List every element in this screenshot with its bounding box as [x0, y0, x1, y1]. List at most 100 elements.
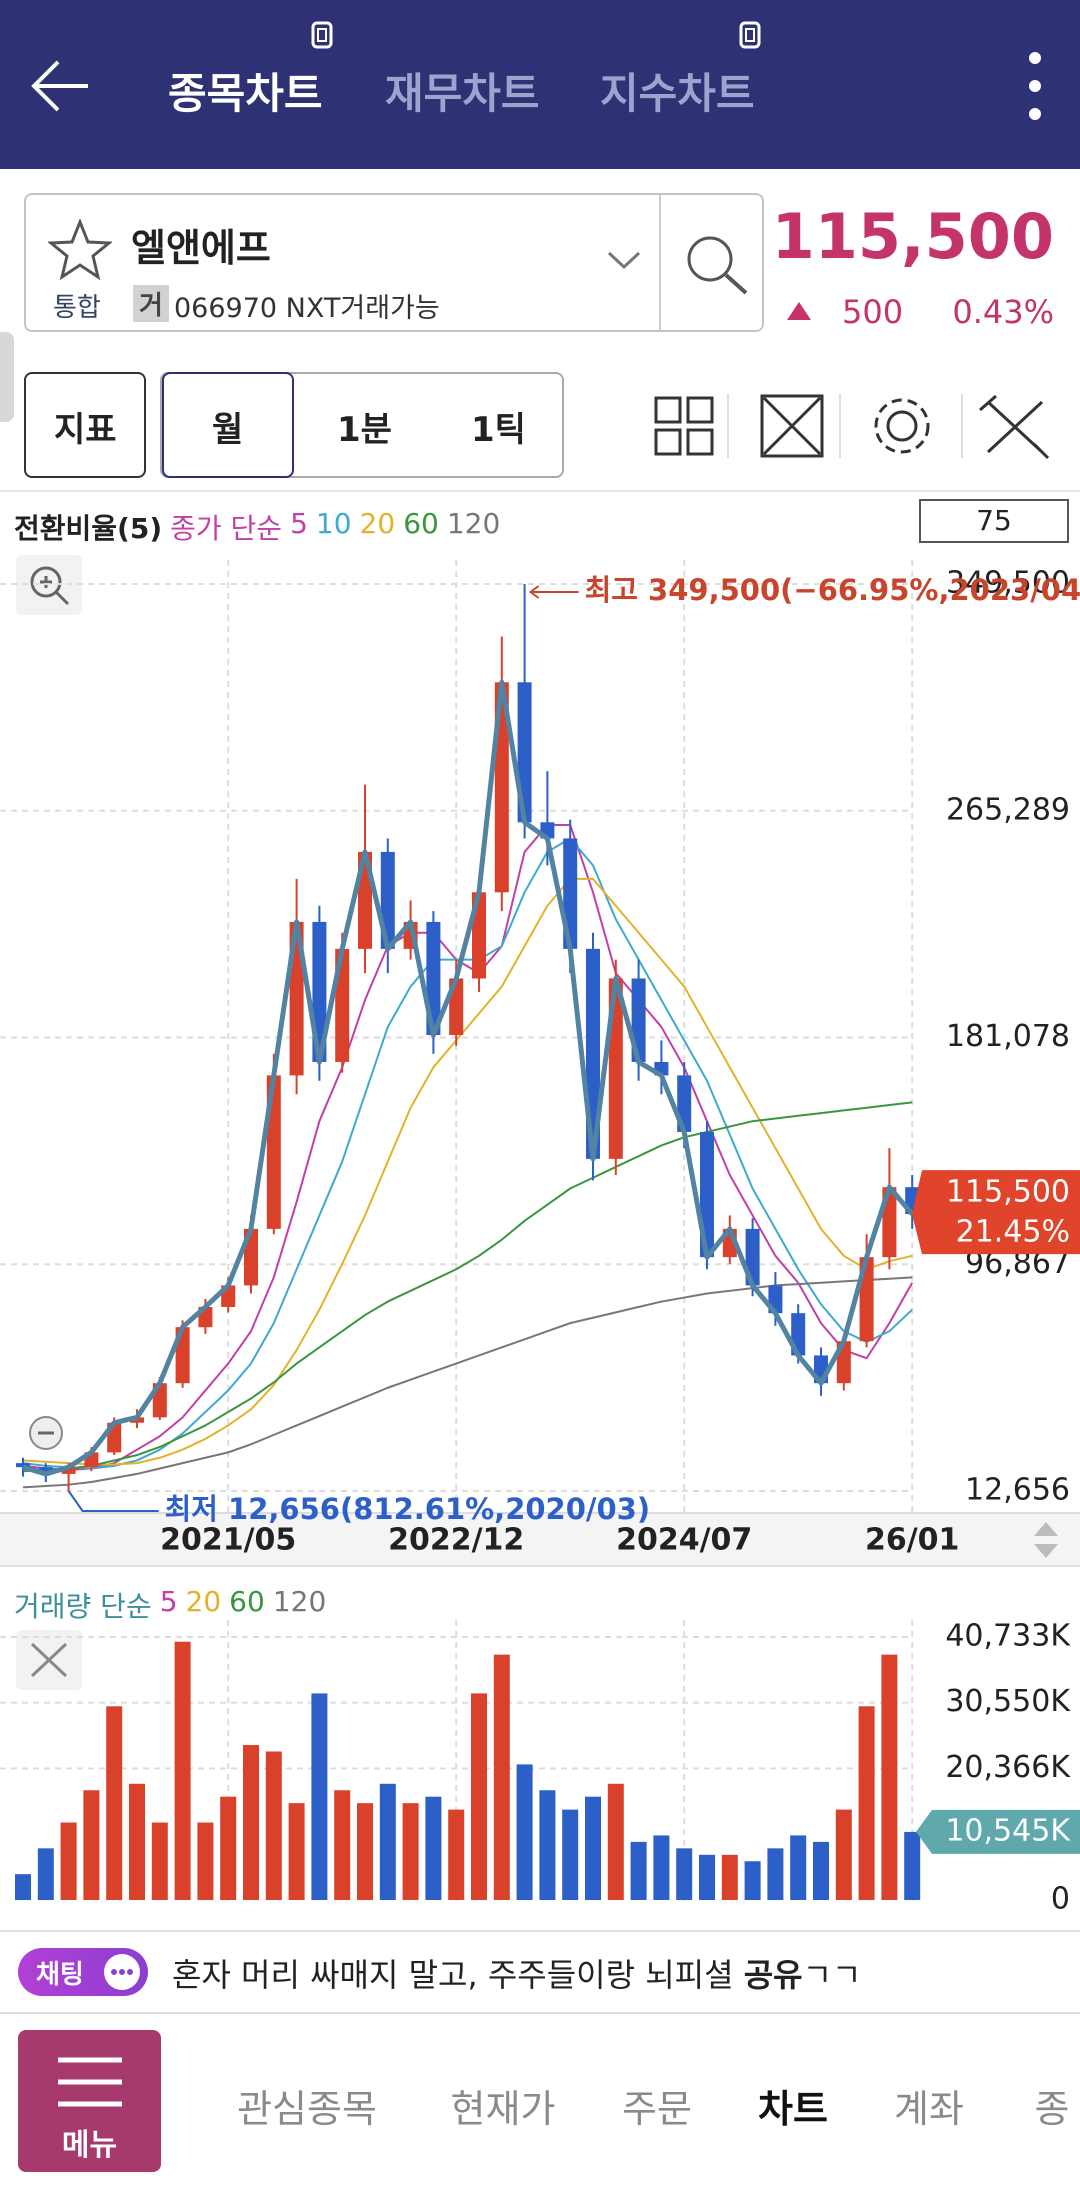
- chat-text-bold: 공유: [743, 1956, 803, 1994]
- nav-item[interactable]: 현재가: [450, 2087, 556, 2131]
- volume-bar: [243, 1745, 259, 1900]
- tab[interactable]: 재무차트: [385, 69, 540, 118]
- volume-bar: [858, 1706, 875, 1900]
- favorite-star[interactable]: [48, 219, 112, 281]
- tab[interactable]: 종목차트: [168, 69, 323, 118]
- nav-item[interactable]: 차트: [758, 2087, 828, 2131]
- x-tick-label: 2022/12: [388, 1523, 524, 1558]
- volume-bar: [630, 1841, 647, 1900]
- nav-item[interactable]: 주문: [622, 2087, 692, 2131]
- stock-code: 066970 NXT거래가능: [174, 293, 440, 324]
- y-tick-label: 181,078: [946, 1019, 1070, 1054]
- ma-line: [22, 1276, 913, 1489]
- volume-bar: [813, 1841, 829, 1900]
- chat-text: ㄱㄱ: [802, 1956, 862, 1994]
- volume-bar: [881, 1654, 898, 1900]
- chat-bar[interactable]: 채팅 혼자 머리 싸매지 말고, 주주들이랑 뇌피셜 공유ㄱㄱ: [0, 1930, 1080, 2012]
- volume-bar: [539, 1790, 556, 1900]
- x-axis-band: [0, 1513, 1080, 1565]
- app-header: 종목차트 재무차트 지수차트: [0, 0, 1080, 169]
- volume-bar: [174, 1641, 191, 1900]
- volume-bar: [106, 1706, 123, 1900]
- x-tick-label: 26/01: [865, 1523, 959, 1558]
- ma-line: [22, 1101, 913, 1473]
- ma-label: 종가 단순: [170, 512, 283, 545]
- y-tick-label: 30,550K: [945, 1684, 1071, 1719]
- volume-bar: [60, 1822, 77, 1900]
- legend-item: 60: [403, 507, 439, 540]
- tick-label[interactable]: 1틱: [471, 410, 526, 450]
- indicator-button[interactable]: [24, 372, 146, 478]
- volume-bar: [288, 1803, 305, 1900]
- menu-label: 메뉴: [61, 2128, 118, 2163]
- tool-icons[interactable]: [650, 392, 1070, 462]
- legend-item: 5: [290, 507, 308, 540]
- minute-label[interactable]: 1분: [337, 410, 392, 450]
- volume-bar: [516, 1764, 533, 1900]
- volume-bar: [562, 1809, 579, 1900]
- y-tick-label: 265,289: [946, 792, 1070, 827]
- chat-badge-label: 채팅: [36, 1960, 84, 1990]
- period-button[interactable]: [162, 372, 294, 478]
- period-box[interactable]: 75: [919, 499, 1069, 543]
- bottom-nav: [0, 2012, 1080, 2193]
- current-price: 115,500: [771, 200, 1054, 273]
- indicator-name: 전환비율(5): [14, 512, 163, 545]
- ma-line: [22, 877, 913, 1466]
- volume-legend: 거래량 단순 5 20 60 120: [14, 1585, 326, 1625]
- price-change-rate: 0.43%: [952, 293, 1054, 331]
- volume-bar: [904, 1831, 921, 1900]
- scroll-arrows[interactable]: [1034, 1522, 1058, 1558]
- chat-icon: [104, 1954, 140, 1990]
- market-badge: 거: [133, 285, 169, 322]
- stock-name: 엘앤에프: [131, 226, 271, 270]
- last-price-label: 115,500: [946, 1175, 1070, 1210]
- candle-body: [38, 1467, 53, 1474]
- nav-item[interactable]: 계좌: [894, 2087, 964, 2131]
- y-tick-label: 12,656: [965, 1473, 1070, 1508]
- volume-bar: [835, 1809, 852, 1900]
- volume-bar: [653, 1835, 670, 1900]
- zoom-out-button[interactable]: [29, 1416, 63, 1450]
- volume-bar: [790, 1835, 807, 1900]
- menu-icon: [58, 2057, 122, 2107]
- volume-bar: [197, 1822, 214, 1900]
- volume-bar: [220, 1796, 237, 1900]
- volume-bar: [676, 1848, 693, 1900]
- more-button[interactable]: [1022, 50, 1048, 122]
- legend-item: 10: [315, 507, 352, 540]
- volume-bar: [379, 1783, 396, 1900]
- volume-bar: [357, 1803, 373, 1900]
- legend-item: 120: [446, 507, 501, 540]
- volume-bar: [334, 1790, 351, 1900]
- up-arrow: [787, 302, 811, 320]
- stock-selector[interactable]: 엘앤에프 통합 거 066970 NXT거래가능: [24, 193, 764, 332]
- close-volume-button[interactable]: [16, 1630, 82, 1690]
- volume-bar: [402, 1803, 419, 1900]
- candle-body: [130, 1417, 144, 1423]
- low-annotation: 최저 12,656(812.61%,2020/03): [165, 1492, 651, 1526]
- tab[interactable]: 지수차트: [600, 69, 755, 118]
- y-tick-label: 40,733K: [945, 1619, 1071, 1654]
- volume-bar: [425, 1796, 442, 1900]
- back-button[interactable]: [28, 56, 92, 116]
- menu-button[interactable]: 메뉴: [18, 2030, 161, 2172]
- volume-bar: [83, 1790, 100, 1900]
- search-button[interactable]: [682, 231, 752, 301]
- dropdown-chevron[interactable]: [606, 249, 642, 271]
- volume-bar: [15, 1874, 31, 1900]
- nav-item[interactable]: 종: [1034, 2087, 1070, 2131]
- side-handle[interactable]: [0, 332, 14, 422]
- volume-bar: [721, 1854, 738, 1900]
- market-label: 통합: [53, 293, 101, 323]
- volume-bar: [471, 1693, 487, 1900]
- volume-bar: [699, 1854, 715, 1900]
- nav-item[interactable]: 관심종목: [237, 2087, 377, 2131]
- volume-bar: [493, 1654, 510, 1900]
- ma-line: [22, 823, 914, 1471]
- last-price-tag: [912, 1170, 1080, 1255]
- legend-item: 5: [159, 1585, 178, 1618]
- divider: [659, 195, 661, 330]
